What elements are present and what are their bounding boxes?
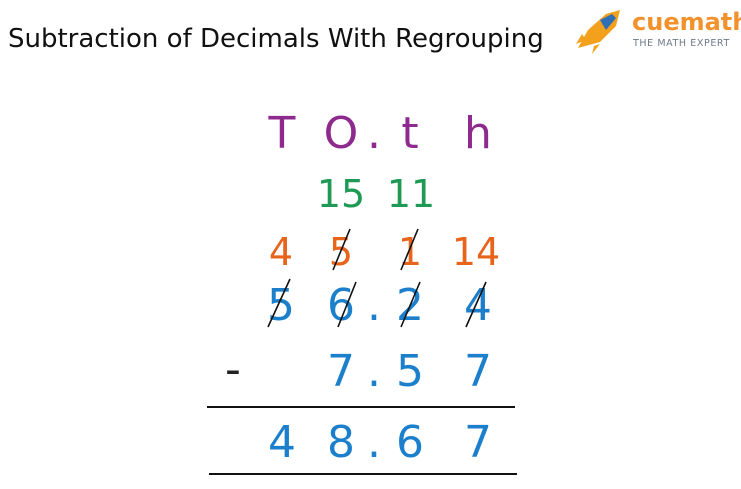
brand: cuemath [632, 8, 741, 36]
strike [337, 281, 357, 328]
subtrahend-digit: . [367, 346, 381, 397]
logo: cuemath THE MATH EXPERT [576, 8, 741, 54]
place-value: . [367, 108, 381, 159]
difference-digit: 6 [396, 417, 424, 468]
title: Subtraction of Decimals With Regrouping [8, 24, 544, 54]
rocket-flame [576, 34, 600, 54]
minuend-digit: 5 [267, 280, 295, 331]
strike [267, 278, 291, 328]
strike [465, 281, 487, 328]
regroup-digit: 11 [387, 172, 435, 216]
place-value: h [464, 108, 492, 159]
regroup-digit: 15 [317, 172, 365, 216]
tagline: THE MATH EXPERT [632, 38, 730, 49]
operator: - [225, 344, 241, 395]
place-value: t [401, 108, 418, 159]
place-value: O [324, 108, 359, 159]
subtrahend-digit: 7 [464, 346, 492, 397]
difference-digit: . [367, 417, 381, 468]
subtrahend-digit: 5 [396, 346, 424, 397]
minuend-digit: . [367, 280, 381, 331]
regroup-digit: 4 [269, 230, 293, 274]
minuend-digit: 6 [327, 280, 355, 331]
place-value: T [268, 108, 296, 159]
difference-digit: 4 [268, 417, 296, 468]
subtrahend-digit: 7 [327, 346, 355, 397]
rocket-window [600, 14, 616, 30]
strike [400, 281, 421, 328]
regroup-digit: 14 [452, 230, 500, 274]
strike [400, 228, 419, 271]
difference-digit: 8 [327, 417, 355, 468]
difference-digit: 7 [464, 417, 492, 468]
rocket-icon [578, 10, 620, 48]
strike [332, 228, 351, 271]
